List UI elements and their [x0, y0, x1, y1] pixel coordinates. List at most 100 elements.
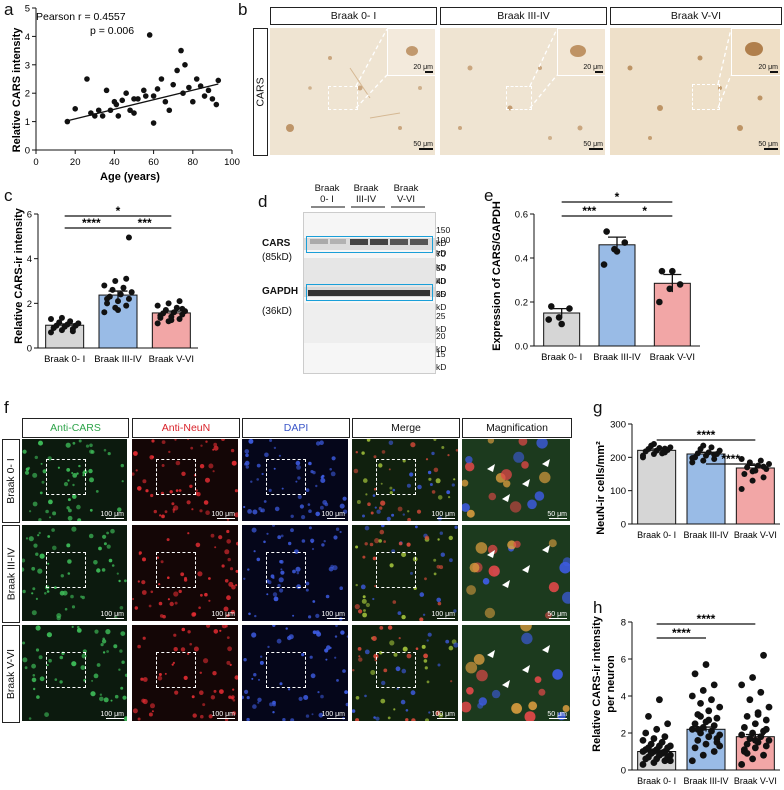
data-point [67, 318, 74, 325]
roi-box [156, 552, 196, 588]
data-point [168, 317, 175, 324]
data-point [666, 285, 674, 293]
data-point [119, 97, 126, 104]
x-axis-label: Age (years) [100, 171, 160, 183]
y-tick-label: 1 [25, 117, 30, 128]
b-header-braak-0-i: Braak 0- I [270, 7, 437, 25]
gapdh-kd: (36kD) [262, 306, 293, 317]
data-point [691, 720, 699, 728]
data-point [749, 755, 756, 763]
data-point [667, 444, 674, 451]
bar [686, 453, 726, 525]
data-point [150, 93, 157, 99]
data-point [710, 681, 718, 689]
fluor-image-cars-row-3: 100 μm [22, 625, 127, 721]
f-row-label-braak-iii-iv: Braak III-IV [2, 525, 20, 623]
data-point [162, 98, 169, 105]
y-tick-label: 0 [621, 766, 626, 777]
ihc-image-braak-v-vi: 20 μm 50 μm [610, 28, 780, 155]
data-point [676, 281, 684, 288]
data-point [639, 761, 647, 768]
scale-bar-label: 100 μm [321, 710, 346, 718]
cars-kd: (85kD) [262, 252, 293, 263]
p-value-text: p = 0.006 [90, 25, 134, 37]
data-point [740, 724, 748, 731]
f-header-anti-cars: Anti-CARS [22, 418, 129, 438]
data-point [694, 737, 702, 744]
ihc-inset [731, 28, 780, 76]
data-point [716, 447, 723, 454]
bar [637, 449, 677, 525]
data-point [765, 703, 773, 711]
roi-box [376, 652, 416, 688]
scale-bar-label: 100 μm [211, 510, 236, 518]
data-point [710, 748, 718, 755]
lane-label: Braak V-VI [393, 183, 419, 205]
y-tick-label: 3 [25, 60, 30, 71]
data-point [738, 486, 745, 492]
marker-label: 100 kD [436, 235, 451, 259]
x-tick-label: Braak V-VI [734, 530, 777, 540]
data-point [621, 239, 629, 246]
y-tick-label: 4 [621, 692, 626, 703]
y-tick-label: 2 [25, 89, 30, 100]
fluor-image-merge-row-3: 100 μm [352, 625, 458, 721]
data-point [112, 278, 119, 284]
y-tick-label: 6 [621, 655, 626, 666]
y-tick-label: 0.2 [515, 298, 528, 309]
data-point [699, 751, 707, 759]
data-point [190, 98, 196, 105]
data-point [738, 761, 746, 768]
data-point [125, 234, 132, 241]
panel-label-g: g [593, 398, 603, 417]
fluor-image-cars-row-2: 100 μm [22, 525, 127, 621]
roi-box [156, 652, 196, 688]
y-axis-label: Relative CARS-ir intensity [13, 207, 25, 344]
data-point [158, 76, 165, 82]
data-point [545, 316, 553, 323]
x-tick-label: Braak 0- I [541, 352, 582, 363]
data-point [103, 87, 110, 94]
data-point [165, 300, 172, 307]
x-tick-label: 60 [148, 157, 159, 168]
x-tick-label: 100 [224, 157, 240, 168]
arrowhead-icon [522, 565, 530, 573]
roi-box [376, 459, 416, 495]
data-point [760, 463, 767, 470]
f-header-dapi: DAPI [242, 418, 350, 438]
f-header-magnification: Magnification [462, 418, 572, 438]
y-tick-label: 300 [610, 420, 626, 431]
data-point [743, 749, 751, 757]
marker-label: 35 kD [436, 289, 447, 313]
data-point [197, 83, 204, 89]
data-point [215, 77, 222, 84]
data-point [658, 267, 666, 275]
y-tick-label: 4 [27, 254, 32, 265]
roi-box [692, 84, 720, 110]
data-point [209, 96, 216, 102]
x-tick-label: Braak 0- I [44, 354, 85, 365]
data-point [647, 749, 655, 757]
data-point [117, 291, 124, 298]
scale-bar: 100 μm [88, 611, 124, 619]
data-point [749, 468, 756, 475]
data-point [142, 93, 149, 99]
arrowhead-icon [522, 479, 530, 487]
b-header-braak-iii-iv: Braak III-IV [440, 7, 607, 25]
significance-label: **** [721, 452, 740, 466]
data-point [738, 681, 746, 689]
scale-bar-inset: 20 μm [583, 64, 603, 73]
data-point [697, 700, 704, 707]
panel-label-a: a [4, 0, 14, 19]
data-point [751, 744, 759, 752]
data-point [702, 661, 710, 668]
fluor-image-mag-row-1: 50 μm [462, 439, 570, 521]
fluor-image-cars-row-1: 100 μm [22, 439, 127, 521]
panel-label-e: e [484, 186, 494, 205]
data-point [659, 450, 666, 457]
data-point [127, 107, 133, 114]
scale-bar-label: 100 μm [321, 510, 346, 518]
lane-label: Braak 0- I [314, 183, 340, 205]
data-point [131, 110, 137, 116]
y-tick-label: 0 [27, 344, 32, 355]
